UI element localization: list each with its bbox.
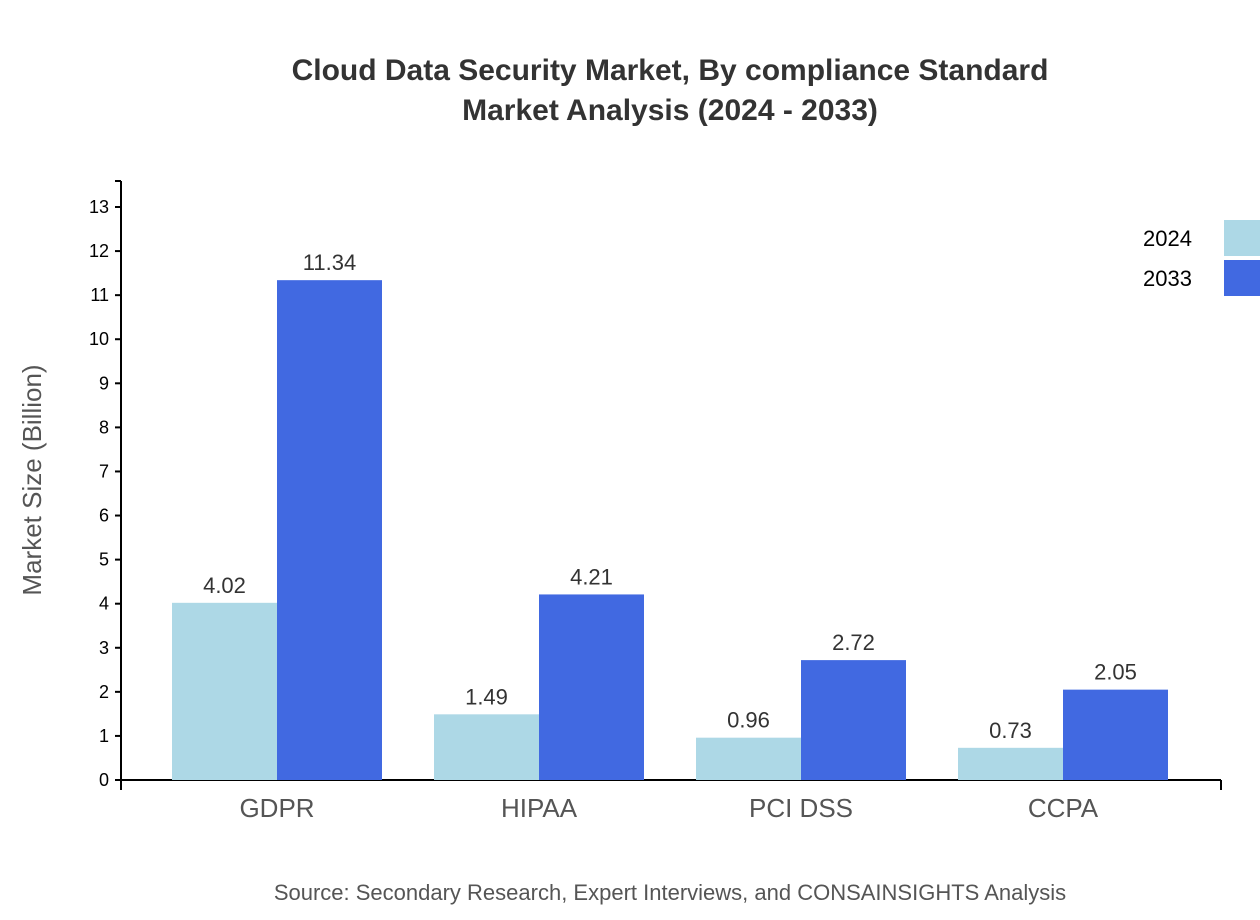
data-label: 2.72: [832, 630, 875, 655]
chart-title: Cloud Data Security Market, By complianc…: [292, 54, 1049, 87]
source-note: Source: Secondary Research, Expert Inter…: [274, 880, 1066, 905]
data-label: 0.73: [989, 718, 1032, 743]
legend-swatch: [1224, 260, 1260, 296]
bar-2024-hipaa: [434, 714, 539, 780]
legend-label: 2024: [1143, 226, 1192, 251]
y-tick-label: 9: [99, 373, 109, 393]
data-label: 4.02: [203, 573, 246, 598]
y-tick-label: 10: [89, 329, 109, 349]
y-tick-label: 7: [99, 461, 109, 481]
x-tick-label: GDPR: [239, 793, 314, 823]
bar-2024-ccpa: [958, 747, 1063, 780]
bar-2033-hipaa: [539, 594, 644, 780]
bar-2024-gdpr: [172, 602, 277, 780]
legend: 2024 2033: [1143, 220, 1260, 296]
y-tick-label: 6: [99, 506, 109, 526]
y-tick-label: 4: [99, 594, 109, 614]
x-tick-label: CCPA: [1028, 793, 1099, 823]
x-tick-label: HIPAA: [501, 793, 578, 823]
y-tick-label: 11: [90, 285, 109, 305]
legend-label: 2033: [1143, 266, 1192, 291]
x-tick-label: PCI DSS: [749, 793, 853, 823]
y-tick-label: 1: [99, 726, 109, 746]
data-label: 4.21: [570, 564, 613, 589]
y-tick-label: 5: [99, 550, 109, 570]
chart-subtitle: Market Analysis (2024 - 2033): [462, 94, 878, 127]
legend-swatch: [1224, 220, 1260, 256]
data-label: 11.34: [303, 250, 356, 275]
bar-2033-pci-dss: [801, 660, 906, 780]
y-tick-label: 13: [89, 197, 109, 217]
y-axis-label: Market Size (Billion): [17, 364, 47, 595]
y-tick-label: 8: [99, 417, 109, 437]
y-tick-label: 3: [99, 638, 109, 658]
y-tick-label: 2: [99, 682, 109, 702]
bar-2024-pci-dss: [696, 737, 801, 780]
data-label: 2.05: [1094, 660, 1137, 685]
bar-2033-gdpr: [277, 280, 382, 780]
bar-2033-ccpa: [1063, 689, 1168, 780]
y-tick-label: 12: [89, 241, 109, 261]
bars: 4.02 11.34 1.49 4.21 0.96 2.72 0.73 2.05: [172, 250, 1168, 780]
data-label: 0.96: [727, 708, 770, 733]
x-axis: GDPR HIPAA PCI DSS CCPA: [120, 779, 1222, 823]
y-tick-label: 0: [99, 770, 109, 790]
data-label: 1.49: [465, 684, 508, 709]
